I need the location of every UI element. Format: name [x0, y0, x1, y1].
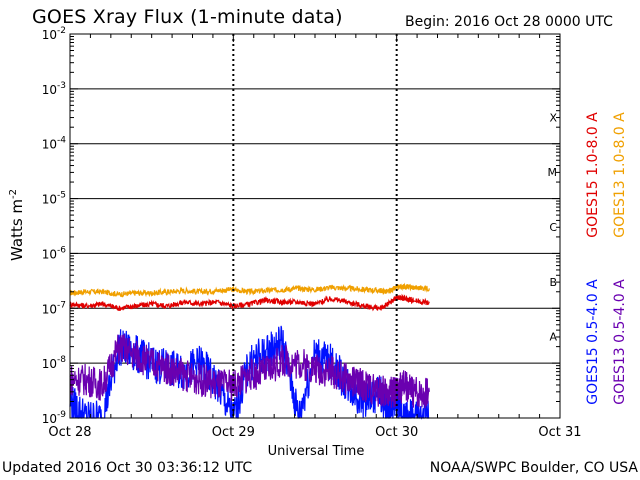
begin-time: Begin: 2016 Oct 28 0000 UTC	[405, 14, 613, 30]
y-tick-label: 10-4	[42, 136, 67, 152]
flare-class-label: B	[549, 276, 557, 289]
legend-entry: GOES13 1.0-8.0 A	[612, 112, 628, 238]
flare-class-label: M	[548, 166, 558, 179]
flare-class-label: A	[549, 331, 557, 344]
series-line	[69, 334, 430, 409]
legend-entry: GOES15 1.0-8.0 A	[585, 112, 601, 238]
y-tick-label: 10-3	[42, 81, 66, 97]
y-axis-label: Watts m-2	[8, 189, 26, 261]
y-tick-label: 10-9	[42, 410, 67, 426]
x-tick-label: Oct 31	[538, 425, 581, 440]
legend-entry: GOES15 0.5-4.0 A	[585, 279, 601, 405]
chart-title: GOES Xray Flux (1-minute data)	[32, 6, 343, 28]
flare-class-label: X	[549, 111, 557, 124]
x-axis-label: Universal Time	[268, 444, 365, 459]
y-tick-label: 10-8	[42, 355, 67, 371]
y-tick-label: 10-2	[42, 26, 66, 42]
series-line	[69, 293, 430, 312]
flare-class-label: C	[549, 221, 557, 234]
y-tick-label: 10-6	[42, 245, 67, 261]
series-line	[69, 282, 430, 298]
y-tick-label: 10-7	[42, 300, 66, 316]
y-tick-label: 10-5	[42, 191, 66, 207]
credit-text: NOAA/SWPC Boulder, CO USA	[429, 460, 638, 476]
x-tick-label: Oct 30	[375, 425, 418, 440]
x-tick-label: Oct 29	[212, 425, 255, 440]
legend-entry: GOES13 0.5-4.0 A	[612, 279, 628, 405]
updated-timestamp: Updated 2016 Oct 30 03:36:12 UTC	[2, 460, 253, 476]
x-tick-label: Oct 28	[48, 425, 91, 440]
